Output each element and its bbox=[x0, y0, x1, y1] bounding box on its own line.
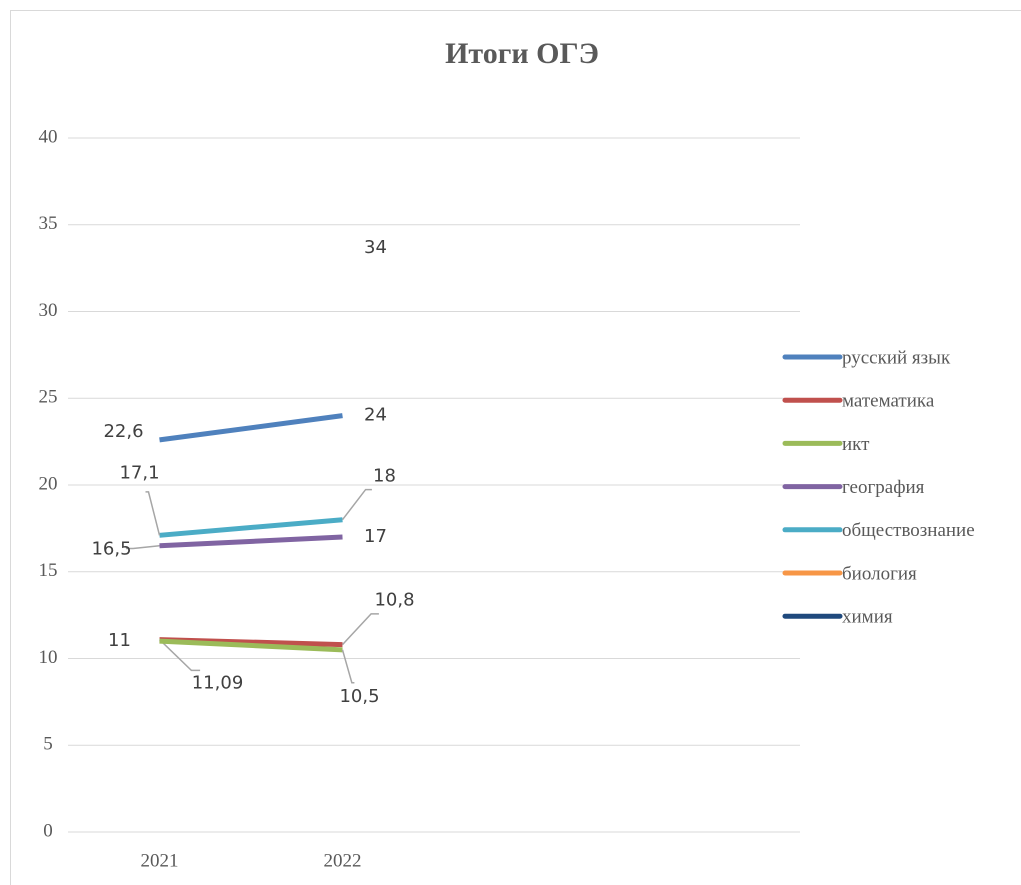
leader-line bbox=[341, 613, 379, 646]
y-tick-label: 10 bbox=[39, 647, 58, 668]
data-label: 11,09 bbox=[192, 673, 244, 694]
data-label: 16,5 bbox=[91, 539, 131, 560]
y-tick-label: 30 bbox=[39, 300, 58, 321]
leader-line bbox=[158, 639, 201, 672]
legend-label: география bbox=[842, 477, 925, 498]
leader-line bbox=[145, 491, 161, 536]
x-tick-label: 2021 bbox=[141, 850, 179, 871]
series-line bbox=[159, 413, 343, 443]
leader-line bbox=[341, 649, 355, 684]
y-tick-label: 5 bbox=[43, 734, 53, 755]
data-label: 17 bbox=[364, 526, 387, 547]
data-label: 17,1 bbox=[119, 462, 159, 483]
y-tick-label: 35 bbox=[39, 213, 58, 234]
series-line bbox=[159, 517, 343, 538]
legend-label: биология bbox=[842, 563, 917, 584]
y-tick-label: 20 bbox=[39, 473, 58, 494]
data-label: 24 bbox=[364, 405, 387, 426]
chart-border bbox=[10, 10, 1021, 885]
x-tick-label: 2022 bbox=[324, 850, 362, 871]
series-line bbox=[159, 638, 343, 653]
data-label: 34 bbox=[364, 237, 387, 258]
y-tick-label: 25 bbox=[39, 387, 58, 408]
data-label: 10,5 bbox=[339, 686, 379, 707]
leader-line bbox=[125, 544, 160, 550]
data-label: 18 bbox=[373, 466, 396, 487]
y-tick-label: 15 bbox=[39, 560, 58, 581]
legend-label: химия bbox=[842, 607, 893, 628]
y-tick-label: 40 bbox=[39, 126, 58, 147]
legend-label: обществознание bbox=[842, 520, 975, 541]
y-tick-label: 0 bbox=[43, 820, 53, 841]
leader-line bbox=[341, 488, 372, 521]
series-line bbox=[159, 534, 343, 549]
data-label: 22,6 bbox=[103, 421, 143, 442]
legend-label: математика bbox=[842, 391, 935, 412]
legend-label: русский язык bbox=[842, 347, 951, 368]
chart-title: Итоги ОГЭ bbox=[445, 37, 599, 70]
legend-label: икт bbox=[842, 434, 870, 455]
data-label: 11 bbox=[108, 630, 131, 651]
data-label: 10,8 bbox=[374, 590, 414, 611]
